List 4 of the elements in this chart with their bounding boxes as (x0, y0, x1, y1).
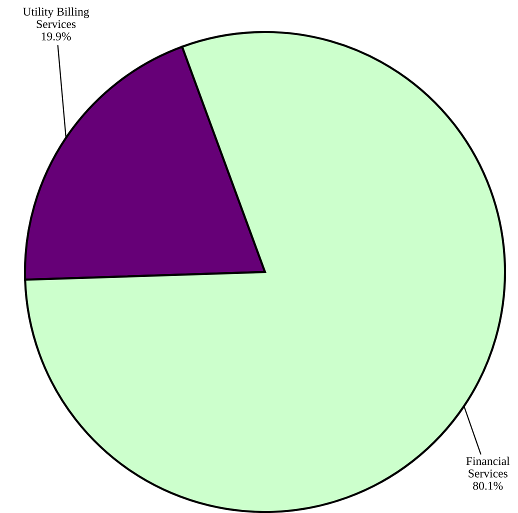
data-label: 80.1% (473, 482, 503, 490)
slice-label: Utility Billing Services (22, 7, 90, 28)
slice-label: Financial Services (466, 456, 510, 478)
data-label: 19.9% (42, 32, 71, 40)
